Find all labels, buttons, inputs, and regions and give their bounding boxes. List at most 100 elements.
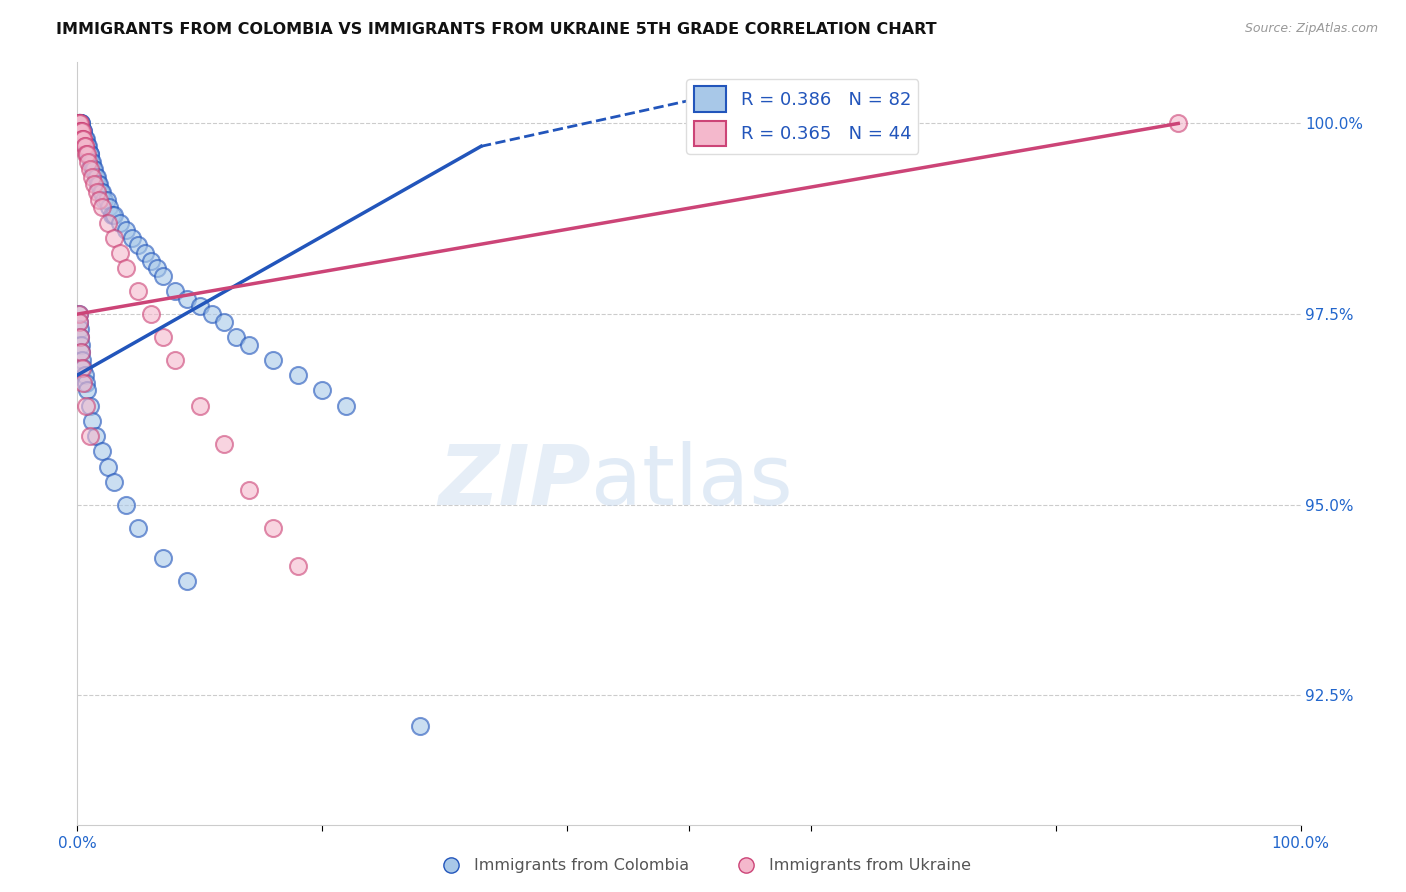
Point [72,132,94,146]
Legend: Immigrants from Colombia, Immigrants from Ukraine: Immigrants from Colombia, Immigrants fro… [429,852,977,880]
Point [70,345,93,359]
Point [79,162,101,177]
Point [84,429,107,443]
Point [90,185,112,199]
Point [103,208,125,222]
Point [188,399,211,413]
Point [79,429,101,443]
Point [67,315,90,329]
Point [67,307,90,321]
Point [75,147,97,161]
Point [70,124,93,138]
Point [262,521,284,535]
Point [176,574,198,588]
Point [152,551,174,566]
Point [108,246,131,260]
Point [86,169,108,184]
Point [127,238,149,252]
Point [67,116,90,130]
Point [69,116,91,130]
Point [77,154,100,169]
Point [67,315,90,329]
Point [75,376,97,390]
Point [70,345,93,359]
Point [115,223,138,237]
Point [70,337,93,351]
Point [70,124,93,138]
Point [83,178,105,192]
Point [76,384,98,398]
Point [69,322,91,336]
Point [108,216,131,230]
Point [98,200,121,214]
Point [87,178,110,192]
Point [70,352,93,367]
Point [100,208,122,222]
Point [79,147,101,161]
Point [72,124,94,138]
Point [79,399,101,413]
Point [67,116,90,130]
Point [127,285,149,299]
Point [165,285,187,299]
Point [70,124,93,138]
Point [80,154,103,169]
Point [93,193,115,207]
Point [73,139,96,153]
Point [80,414,103,428]
Point [152,330,174,344]
Text: atlas: atlas [591,442,793,523]
Legend: R = 0.386   N = 82, R = 0.365   N = 44: R = 0.386 N = 82, R = 0.365 N = 44 [686,79,918,153]
Point [70,132,93,146]
Point [89,178,111,192]
Point [67,116,90,130]
Point [69,330,91,344]
Point [76,139,98,153]
Point [188,300,211,314]
Point [115,498,138,512]
Point [90,200,112,214]
Point [139,307,162,321]
Point [96,193,118,207]
Point [73,368,96,383]
Point [69,116,91,130]
Point [89,193,111,207]
Point [69,116,91,130]
Point [287,558,309,573]
Point [79,147,101,161]
Point [82,162,104,177]
Point [409,719,432,733]
Point [97,216,120,230]
Point [75,399,97,413]
Point [70,124,93,138]
Point [70,360,93,375]
Point [134,246,156,260]
Point [121,231,143,245]
Point [115,261,138,276]
Point [86,185,108,199]
Point [146,261,169,276]
Point [67,116,90,130]
Point [103,231,125,245]
Point [72,124,94,138]
Point [73,139,96,153]
Point [97,459,120,474]
Point [70,116,93,130]
Point [67,116,90,130]
Point [70,124,93,138]
Point [67,116,90,130]
Point [73,132,96,146]
Point [70,124,93,138]
Text: IMMIGRANTS FROM COLOMBIA VS IMMIGRANTS FROM UKRAINE 5TH GRADE CORRELATION CHART: IMMIGRANTS FROM COLOMBIA VS IMMIGRANTS F… [56,22,936,37]
Point [72,132,94,146]
Point [176,292,198,306]
Point [335,399,357,413]
Point [75,132,97,146]
Point [212,437,235,451]
Point [72,132,94,146]
Point [90,444,112,458]
Point [76,147,98,161]
Point [238,337,260,351]
Point [84,169,107,184]
Point [90,185,112,199]
